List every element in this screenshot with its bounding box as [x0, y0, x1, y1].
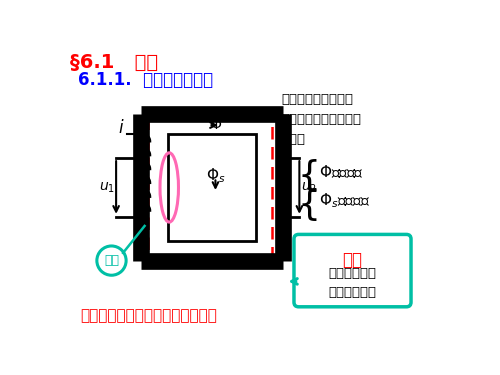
Text: $\Phi_s$：漏磁通: $\Phi_s$：漏磁通: [320, 191, 370, 210]
Text: $u_1$: $u_1$: [99, 180, 115, 195]
Text: $u_2$: $u_2$: [300, 180, 316, 195]
Text: $\{$: $\{$: [298, 186, 318, 223]
Text: 线圈通入电流后，产
生磁通，分主磁通和漏
磁通。: 线圈通入电流后，产 生磁通，分主磁通和漏 磁通。: [281, 93, 361, 146]
Bar: [168, 134, 256, 242]
Bar: [148, 120, 272, 255]
FancyBboxPatch shape: [294, 234, 411, 307]
Text: $i$: $i$: [118, 119, 125, 137]
Text: $\Phi$：主磁通: $\Phi$：主磁通: [320, 164, 364, 180]
Text: 6.1.1.  磁路的基本概念: 6.1.1. 磁路的基本概念: [78, 71, 212, 89]
Text: §6.1   磁路: §6.1 磁路: [70, 53, 158, 72]
Text: 线圈: 线圈: [104, 254, 119, 267]
Text: 鐵心: 鐵心: [342, 251, 362, 269]
Text: $\Phi_s$: $\Phi_s$: [206, 166, 225, 185]
Circle shape: [97, 246, 126, 275]
Text: $\{$: $\{$: [298, 158, 318, 194]
Text: $\Phi$: $\Phi$: [210, 118, 222, 132]
Text: （导磁性能好
的磁性材料）: （导磁性能好 的磁性材料）: [328, 267, 376, 299]
Text: 磁路：主磁通所经过的闭合路径。: 磁路：主磁通所经过的闭合路径。: [80, 308, 218, 323]
